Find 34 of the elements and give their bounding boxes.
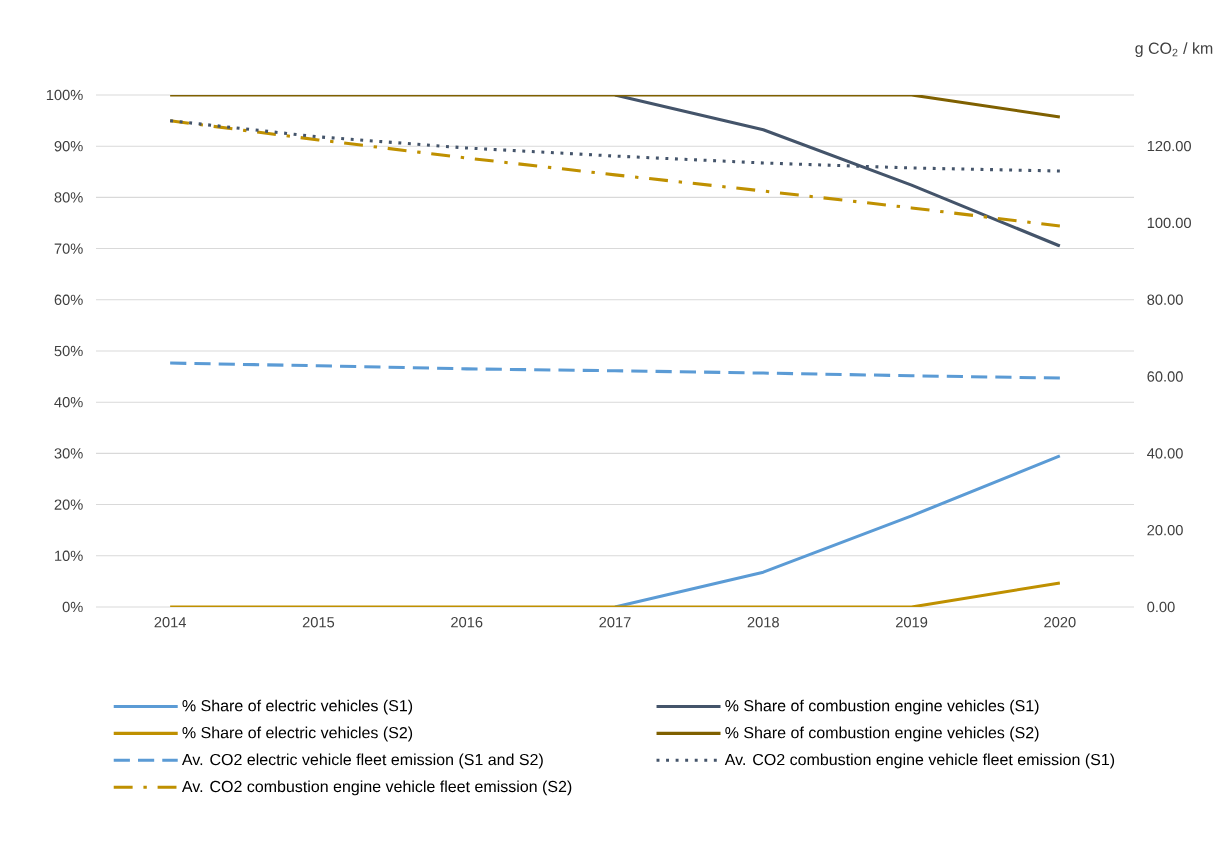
x-tick-label: 2015 — [302, 617, 335, 628]
y-tick-label: 10% — [55, 550, 83, 561]
y-tick-label: 50% — [54, 345, 83, 357]
y2-tick-label: 40.00 — [1147, 448, 1183, 459]
y-tick-label: 0% — [62, 601, 83, 613]
y2-tick-label: 0.00 — [1147, 601, 1175, 613]
x-tick-label: 2018 — [747, 617, 779, 628]
legend-label: % Share of electric vehicles (S1) — [182, 699, 413, 715]
x-tick-label: 2016 — [451, 617, 483, 628]
y-tick-label: 90% — [54, 141, 83, 152]
y2-tick-label: 60.00 — [1147, 371, 1183, 382]
y2-tick-label: 120.00 — [1147, 140, 1191, 152]
x-tick-label: 2017 — [599, 617, 631, 628]
legend-label: Av. CO2 electric vehicle fleet emission (S1 and S2) — [181, 753, 543, 769]
x-tick-label: 2014 — [154, 617, 187, 628]
y-tick-label: 70% — [54, 243, 83, 254]
y2-tick-label: 100.00 — [1147, 217, 1191, 229]
y-tick-label: 100% — [46, 89, 83, 101]
legend-label: Av. CO2 combustion engine vehicle fleet emission (S2) — [181, 780, 572, 796]
legend-label: Av. CO2 combustion engine vehicle fleet emission (S1) — [724, 753, 1115, 769]
y-tick-label: 40% — [54, 397, 83, 408]
y2-tick-label: 80.00 — [1147, 294, 1183, 305]
y-tick-label: 20% — [54, 499, 83, 510]
y2-axis-title: g CO$_{2}$ / km — [1135, 42, 1213, 58]
x-tick-label: 2019 — [895, 617, 928, 628]
legend-label: % Share of combustion engine vehicles (S2) — [725, 726, 1039, 742]
y2-tick-label: 20.00 — [1147, 524, 1183, 536]
legend-label: % Share of electric vehicles (S2) — [182, 726, 413, 742]
y-tick-label: 30% — [54, 448, 83, 459]
x-tick-label: 2020 — [1044, 617, 1076, 628]
y-tick-label: 80% — [54, 192, 83, 203]
legend-label: % Share of combustion engine vehicles (S1) — [725, 699, 1039, 715]
line-series — [168, 361, 1062, 380]
y-tick-label: 60% — [54, 294, 83, 305]
